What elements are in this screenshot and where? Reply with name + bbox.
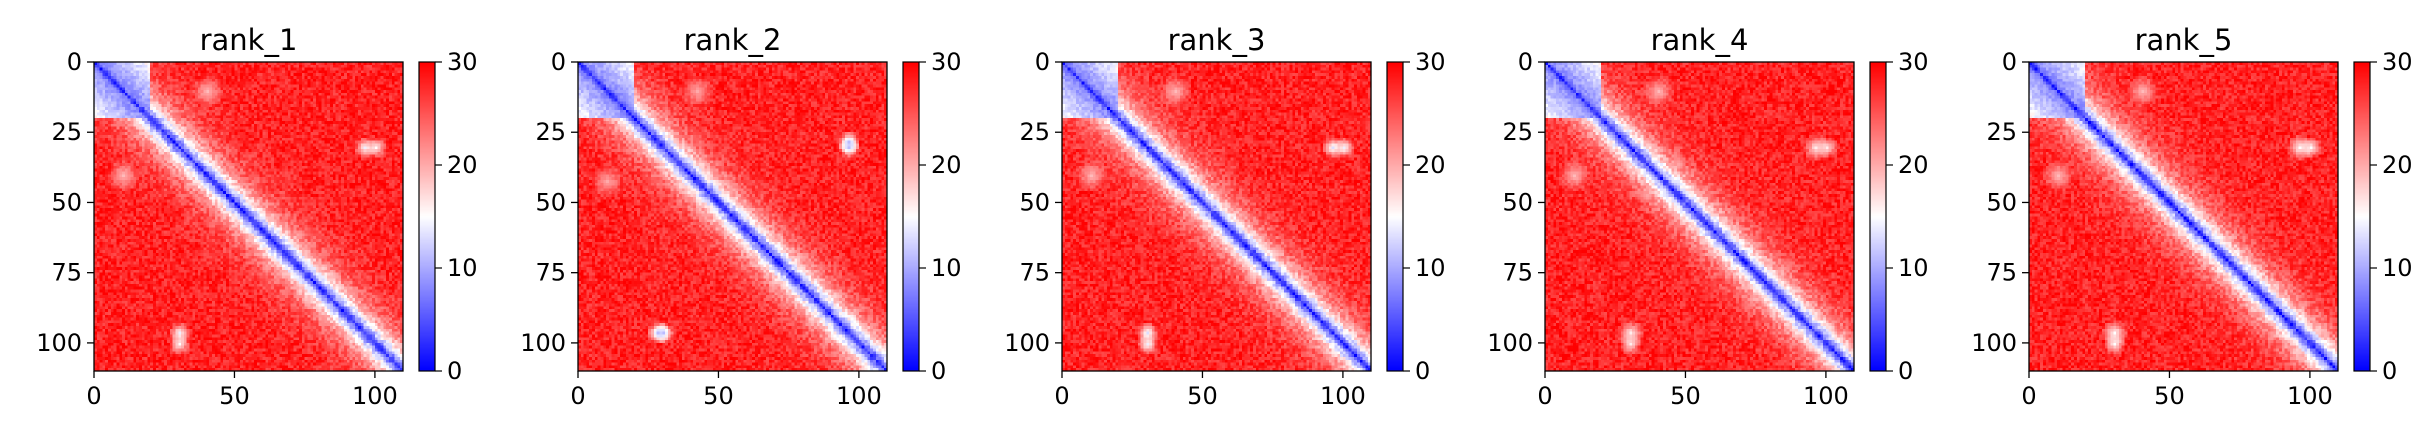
colorbar-frame — [418, 61, 436, 372]
x-tick-label: 100 — [1803, 382, 1849, 410]
panel-title: rank_2 — [684, 23, 782, 57]
axes-frame — [1061, 61, 1372, 372]
colorbar-tick-label: 10 — [2382, 254, 2413, 282]
colorbar-tick-label: 10 — [1898, 254, 1929, 282]
heatmap-image — [1062, 62, 1371, 371]
y-tick-label: 75 — [51, 259, 82, 287]
y-tick-label: 100 — [1004, 329, 1050, 357]
y-tick-label: 50 — [1019, 188, 1050, 216]
colorbar-gradient — [903, 62, 919, 371]
colorbar-frame — [902, 61, 920, 372]
colorbar-frame — [1386, 61, 1404, 372]
panel-title: rank_4 — [1651, 23, 1749, 57]
colorbar-tick-label: 20 — [1415, 151, 1446, 179]
colorbar-tick-label: 20 — [931, 151, 962, 179]
y-tick-label: 100 — [36, 329, 82, 357]
heatmap-image — [2029, 62, 2338, 371]
x-tick-label: 100 — [2287, 382, 2333, 410]
x-tick-label: 100 — [352, 382, 398, 410]
heatmap-image — [94, 62, 403, 371]
x-tick-label: 50 — [1187, 382, 1218, 410]
colorbar-tick-label: 30 — [1415, 48, 1446, 76]
y-tick-label: 50 — [1502, 188, 1533, 216]
y-tick-label: 50 — [51, 188, 82, 216]
y-tick-label: 25 — [1019, 118, 1050, 146]
colorbar-tick-label: 20 — [1898, 151, 1929, 179]
colorbar-frame — [2353, 61, 2371, 372]
colorbar-tick-label: 10 — [1415, 254, 1446, 282]
x-tick-label: 0 — [86, 382, 101, 410]
colorbar-gradient — [419, 62, 435, 371]
y-tick-label: 100 — [520, 329, 566, 357]
colorbar-frame — [1869, 61, 1887, 372]
y-tick-label: 0 — [1518, 48, 1533, 76]
x-tick-label: 0 — [2021, 382, 2036, 410]
x-tick-label: 50 — [1670, 382, 1701, 410]
y-tick-label: 25 — [1502, 118, 1533, 146]
colorbar-tick-label: 20 — [447, 151, 478, 179]
y-tick-label: 25 — [1986, 118, 2017, 146]
colorbar-gradient — [2354, 62, 2370, 371]
y-tick-label: 100 — [1487, 329, 1533, 357]
y-tick-label: 75 — [535, 259, 566, 287]
colorbar-tick-label: 30 — [1898, 48, 1929, 76]
colorbar-tick-label: 0 — [2382, 357, 2397, 385]
y-tick-label: 0 — [551, 48, 566, 76]
x-tick-label: 100 — [1320, 382, 1366, 410]
panel-title: rank_1 — [200, 23, 298, 57]
y-tick-label: 0 — [2002, 48, 2017, 76]
panel-title: rank_5 — [2135, 23, 2233, 57]
y-tick-label: 75 — [1019, 259, 1050, 287]
colorbar-tick-label: 30 — [2382, 48, 2413, 76]
x-tick-label: 50 — [2154, 382, 2185, 410]
heatmap-image — [578, 62, 887, 371]
axes-frame — [577, 61, 888, 372]
colorbar-tick-label: 0 — [1898, 357, 1913, 385]
x-tick-label: 50 — [219, 382, 250, 410]
colorbar-tick-label: 10 — [931, 254, 962, 282]
panel-title: rank_3 — [1168, 23, 1266, 57]
colorbar-tick-label: 20 — [2382, 151, 2413, 179]
axes-frame — [1544, 61, 1855, 372]
y-tick-label: 50 — [535, 188, 566, 216]
x-tick-label: 0 — [1537, 382, 1552, 410]
heatmap-image — [1545, 62, 1854, 371]
axes-frame — [2028, 61, 2339, 372]
colorbar-tick-label: 0 — [1415, 357, 1430, 385]
y-tick-label: 0 — [67, 48, 82, 76]
colorbar-tick-label: 0 — [931, 357, 946, 385]
y-tick-label: 25 — [535, 118, 566, 146]
colorbar-tick-label: 30 — [931, 48, 962, 76]
colorbar-gradient — [1387, 62, 1403, 371]
y-tick-label: 50 — [1986, 188, 2017, 216]
x-tick-label: 0 — [570, 382, 585, 410]
x-tick-label: 100 — [836, 382, 882, 410]
colorbar-gradient — [1870, 62, 1886, 371]
y-tick-label: 75 — [1986, 259, 2017, 287]
y-tick-label: 25 — [51, 118, 82, 146]
colorbar-tick-label: 30 — [447, 48, 478, 76]
y-tick-label: 75 — [1502, 259, 1533, 287]
colorbar-tick-label: 10 — [447, 254, 478, 282]
y-tick-label: 100 — [1971, 329, 2017, 357]
y-tick-label: 0 — [1035, 48, 1050, 76]
colorbar-tick-label: 0 — [447, 357, 462, 385]
axes-frame — [93, 61, 404, 372]
x-tick-label: 50 — [703, 382, 734, 410]
x-tick-label: 0 — [1054, 382, 1069, 410]
